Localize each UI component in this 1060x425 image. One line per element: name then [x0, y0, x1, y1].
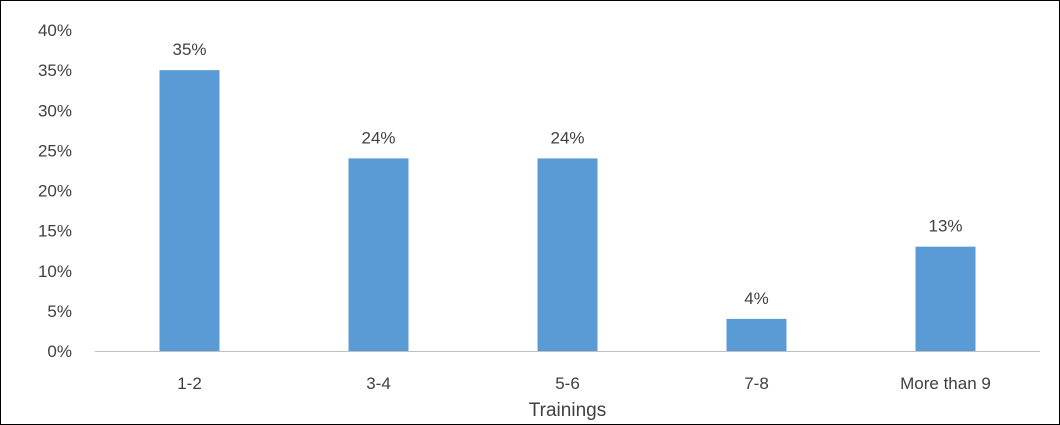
bar [159, 70, 220, 351]
bar [726, 318, 787, 351]
x-tick-label: 5-6 [555, 374, 580, 393]
y-tick-label: 35% [38, 61, 72, 80]
x-axis-title: Trainings [529, 400, 606, 421]
y-tick-label: 20% [38, 182, 72, 201]
bars [159, 70, 976, 351]
data-label: 13% [928, 217, 962, 236]
x-axis-ticks: 1-2 3-4 5-6 7-8 More than 9 [177, 374, 991, 393]
data-label: 24% [550, 128, 584, 147]
y-axis-ticks: 0% 5% 10% 15% 20% 25% 30% 35% 40% [38, 21, 72, 361]
y-tick-label: 5% [47, 302, 72, 321]
x-tick-label: 7-8 [744, 374, 769, 393]
y-tick-label: 30% [38, 101, 72, 120]
y-tick-label: 40% [38, 21, 72, 40]
x-tick-label: More than 9 [900, 374, 991, 393]
data-labels: 35% 24% 24% 4% 13% [172, 40, 962, 308]
y-tick-label: 25% [38, 141, 72, 160]
y-tick-label: 0% [47, 342, 72, 361]
bar [348, 158, 409, 351]
data-label: 4% [744, 289, 769, 308]
x-tick-label: 1-2 [177, 374, 202, 393]
bar [915, 246, 976, 351]
data-label: 24% [361, 128, 395, 147]
data-label: 35% [172, 40, 206, 59]
y-tick-label: 15% [38, 222, 72, 241]
bar [537, 158, 598, 351]
x-tick-label: 3-4 [366, 374, 391, 393]
y-tick-label: 10% [38, 262, 72, 281]
